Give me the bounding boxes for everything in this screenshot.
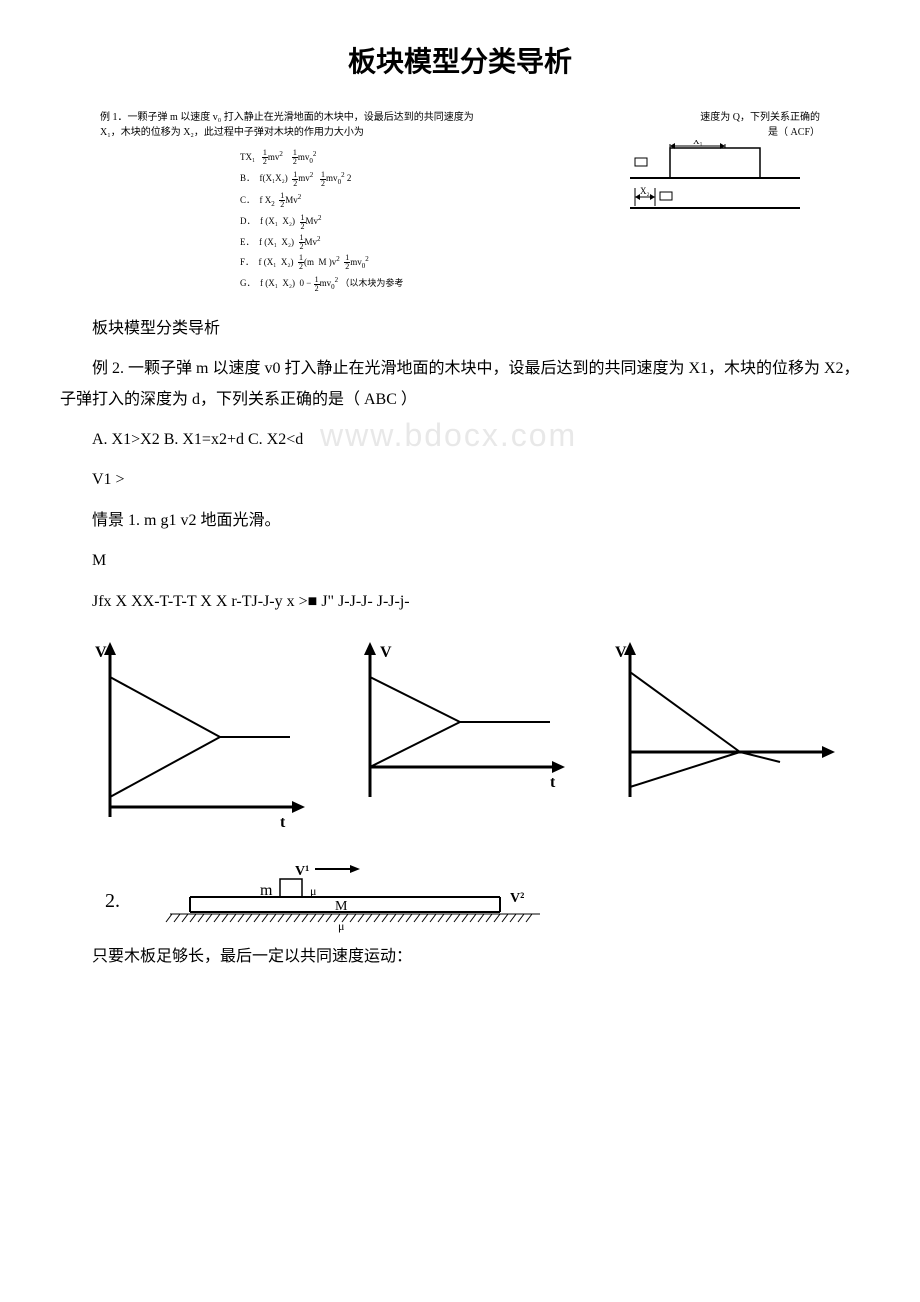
option-g-label: G．: [240, 278, 256, 288]
velocity-graph-2: V t: [340, 637, 580, 837]
option-e: E． f (X₁ X₂) 12Mv2: [240, 233, 860, 251]
v2-label: V²: [510, 891, 524, 906]
mu-bottom-label: μ: [338, 919, 344, 933]
hatch-pattern: [166, 914, 532, 922]
option-c-label: C．: [240, 195, 255, 205]
x1-label: X₁: [693, 140, 703, 146]
subtitle: 板块模型分类导析: [60, 314, 860, 344]
v1-label: V¹: [295, 864, 309, 879]
page-title: 板块模型分类导析: [60, 40, 860, 80]
bullet-block-diagram: X₁ X₂: [630, 140, 800, 220]
scenario2-diagram: 2. V¹ m μ M V² μ: [100, 857, 860, 942]
option-f: F． f (X₁ X₂) 12(m M )v2 12mv02: [240, 253, 860, 272]
axis-t-label: t: [280, 814, 286, 831]
example1-intro-right: 速度为 Q，下列关系正确的: [700, 110, 820, 125]
option-f-label: F．: [240, 257, 254, 267]
option-b-label: B．: [240, 173, 255, 183]
scenario1-line3: M: [60, 546, 860, 576]
example1-line2-left: X₁，木块的位移为 X₂，此过程中子弹对木块的作用力大小为: [100, 125, 364, 140]
option-d-label: D．: [240, 216, 256, 226]
final-line: 只要木板足够长，最后一定以共同速度运动：: [60, 942, 860, 972]
velocity-graph-3: V: [600, 637, 840, 837]
axis-v-label: V: [95, 644, 107, 661]
example1-intro-left: 例 1．一颗子弹 m 以速度 v₀ 打入静止在光滑地面的木块中，设最后达到的共同…: [100, 110, 474, 125]
axis-v-label-3: V: [615, 644, 627, 661]
scenario1-line1: V1 >: [60, 465, 860, 495]
velocity-graph-1: V t: [80, 637, 320, 837]
x2-label: X₂: [640, 186, 650, 196]
big-m-label: M: [335, 899, 348, 914]
example1-diagram: X₁ X₂: [630, 140, 800, 225]
scenario2-label: 2.: [105, 890, 120, 912]
mu-top-label: μ: [310, 884, 316, 898]
option-e-label: E．: [240, 237, 255, 247]
example1-line2-right: 是（ ACF）: [768, 125, 820, 140]
example2-text: 例 2. 一颗子弹 m 以速度 v0 打入静止在光滑地面的木块中，设最后达到的共…: [60, 354, 860, 415]
axis-v-label-2: V: [380, 644, 392, 661]
example2-options: A. X1>X2 B. X1=x2+d C. X2<d: [60, 425, 860, 455]
option-a-label: TX₁: [240, 152, 255, 162]
axis-t-label-2: t: [550, 774, 556, 791]
option-g: G． f (X₁ X₂) 0 − 12mv02 （以木块为参考: [240, 274, 860, 293]
scenario1-line4: Jfx X XX-T-T-T X X r-TJ-J-y x >■ J" J-J-…: [60, 587, 860, 617]
scenario1-line2: 情景 1. m g1 v2 地面光滑。: [60, 506, 860, 536]
example1-block: 例 1．一颗子弹 m 以速度 v₀ 打入静止在光滑地面的木块中，设最后达到的共同…: [60, 110, 860, 294]
velocity-graphs-row: V t V t V: [60, 637, 860, 837]
